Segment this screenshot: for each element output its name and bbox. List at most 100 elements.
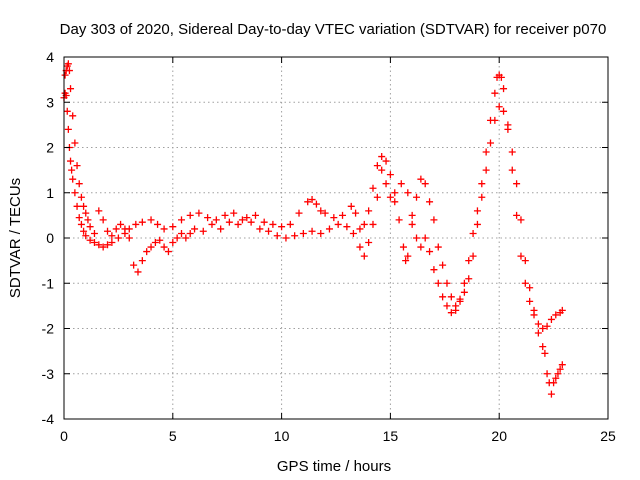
data-point [104,241,112,249]
data-point [460,279,468,287]
data-point [369,220,377,228]
data-point [404,189,412,197]
y-tick-label: 2 [46,140,54,156]
data-point [67,85,75,93]
data-point [517,216,525,224]
data-point [114,234,122,242]
data-point [90,239,98,247]
data-point [365,239,373,247]
data-point [378,166,386,174]
data-point [495,103,503,111]
data-point [308,196,316,204]
data-point [517,252,525,260]
data-point [260,218,268,226]
y-tick-label: 3 [46,94,54,110]
data-point [321,209,329,217]
data-point [556,365,564,373]
data-point [465,257,473,265]
data-point [143,248,151,256]
data-point [439,293,447,301]
data-point [61,71,69,79]
data-point [86,223,94,231]
data-point [550,379,558,387]
data-point [251,211,259,219]
data-point [404,252,412,260]
x-tick-label: 10 [274,428,290,444]
data-point [99,216,107,224]
x-tick-label: 20 [491,428,507,444]
data-point [63,107,71,115]
data-point [382,180,390,188]
x-axis-title: GPS time / hours [277,458,391,475]
data-point [356,243,364,251]
data-point [347,202,355,210]
data-point [482,166,490,174]
data-point [526,297,534,305]
data-point [278,223,286,231]
data-point [554,370,562,378]
data-point [230,209,238,217]
data-point [552,311,560,319]
data-point [539,343,547,351]
data-point [430,216,438,224]
y-tick-label: -2 [42,321,55,337]
data-point [147,216,155,224]
data-point [108,239,116,247]
x-tick-label: 25 [600,428,616,444]
data-point [212,216,220,224]
data-point [291,232,299,240]
data-point [138,218,146,226]
data-point [77,220,85,228]
data-point [334,220,342,228]
data-point [178,229,186,237]
data-point [69,175,77,183]
data-point [360,252,368,260]
data-series [60,60,566,398]
data-point [413,193,421,201]
data-series-2 [61,60,566,398]
data-point [191,225,199,233]
data-point [402,257,410,265]
data-point [104,227,112,235]
data-point [539,325,547,332]
data-point [426,248,434,256]
data-point [199,227,207,235]
data-point [443,279,451,287]
data-point [497,73,505,81]
data-point [130,261,138,269]
data-point [80,227,88,235]
data-point [541,349,549,357]
data-point [426,198,434,206]
data-point [82,232,90,240]
x-tick-label: 15 [383,428,399,444]
data-point [234,220,242,228]
data-point [147,243,155,251]
data-point [182,234,190,242]
data-point [369,184,377,192]
data-point [95,207,103,215]
data-point [447,309,455,317]
data-point [558,361,566,369]
data-point [265,227,273,235]
data-point [373,193,381,201]
data-point [521,257,529,265]
data-point [308,227,316,235]
data-point [75,180,83,188]
y-tick-label: 1 [46,185,54,201]
data-point [391,189,399,197]
data-point [534,320,542,328]
data-point [408,211,416,219]
data-point [386,171,394,179]
data-point [99,243,107,251]
data-point [443,302,451,310]
data-point [504,125,512,133]
data-series-1 [60,71,566,332]
data-point [513,211,521,219]
data-point [225,218,233,226]
y-axis-title: SDTVAR / TECUs [7,178,24,298]
data-point [447,293,455,301]
data-point [478,180,486,188]
data-point [452,302,460,310]
data-point [430,266,438,274]
